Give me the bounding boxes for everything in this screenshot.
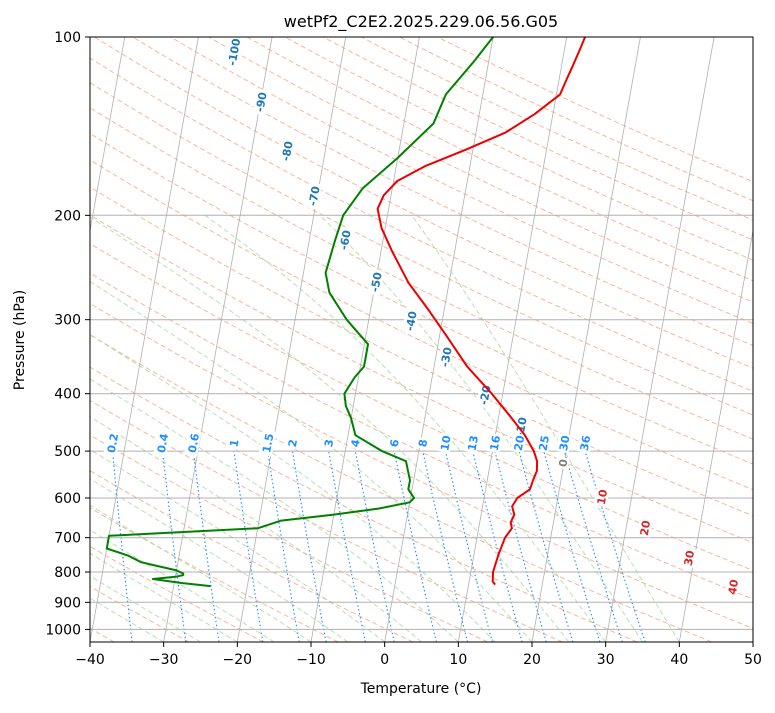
isotherm-line — [753, 37, 775, 642]
isotherm-label: 30 — [682, 549, 698, 567]
x-tick-label: 30 — [597, 652, 615, 668]
mixing-ratio-label: 10 — [438, 434, 454, 452]
x-tick-label: 40 — [670, 652, 688, 668]
y-tick-label: 300 — [54, 313, 81, 329]
x-tick-label: −40 — [75, 652, 105, 668]
y-tick-label: 1000 — [45, 622, 81, 638]
y-tick-label: 400 — [54, 387, 81, 403]
plot-background — [90, 37, 753, 642]
x-axis-ticks: −40 −30 −20 −10 0 10 20 30 40 50 — [75, 642, 762, 668]
chart-title: wetPf2_C2E2.2025.229.06.56.G05 — [284, 12, 558, 32]
y-tick-label: 800 — [54, 565, 81, 581]
x-tick-label: 50 — [744, 652, 762, 668]
x-tick-label: 20 — [523, 652, 541, 668]
mixing-ratio-label: 13 — [466, 435, 482, 452]
mixing-ratio-label: 36 — [578, 434, 594, 452]
mixing-ratio-label: 30 — [557, 434, 573, 452]
x-tick-label: −10 — [296, 652, 326, 668]
y-tick-label: 700 — [54, 531, 81, 547]
y-tick-label: 600 — [54, 491, 81, 507]
y-tick-label: 100 — [54, 30, 81, 46]
mixing-ratio-label: 16 — [488, 434, 504, 452]
y-axis-label: Pressure (hPa) — [12, 290, 28, 390]
x-axis-label: Temperature (°C) — [360, 681, 482, 697]
y-axis-ticks: 100 200 300 400 500 600 700 800 900 1000 — [45, 30, 90, 638]
isotherm-label: 10 — [595, 488, 611, 506]
isotherm-label: 40 — [726, 578, 742, 596]
x-tick-label: 0 — [380, 652, 389, 668]
y-tick-label: 200 — [54, 208, 81, 224]
x-tick-label: −30 — [149, 652, 179, 668]
x-tick-label: 10 — [449, 652, 467, 668]
isotherm-label: 20 — [638, 519, 654, 537]
mixing-ratio-label: 25 — [537, 435, 553, 452]
x-tick-label: −20 — [223, 652, 253, 668]
y-tick-label: 900 — [54, 595, 81, 611]
y-tick-label: 500 — [54, 444, 81, 460]
